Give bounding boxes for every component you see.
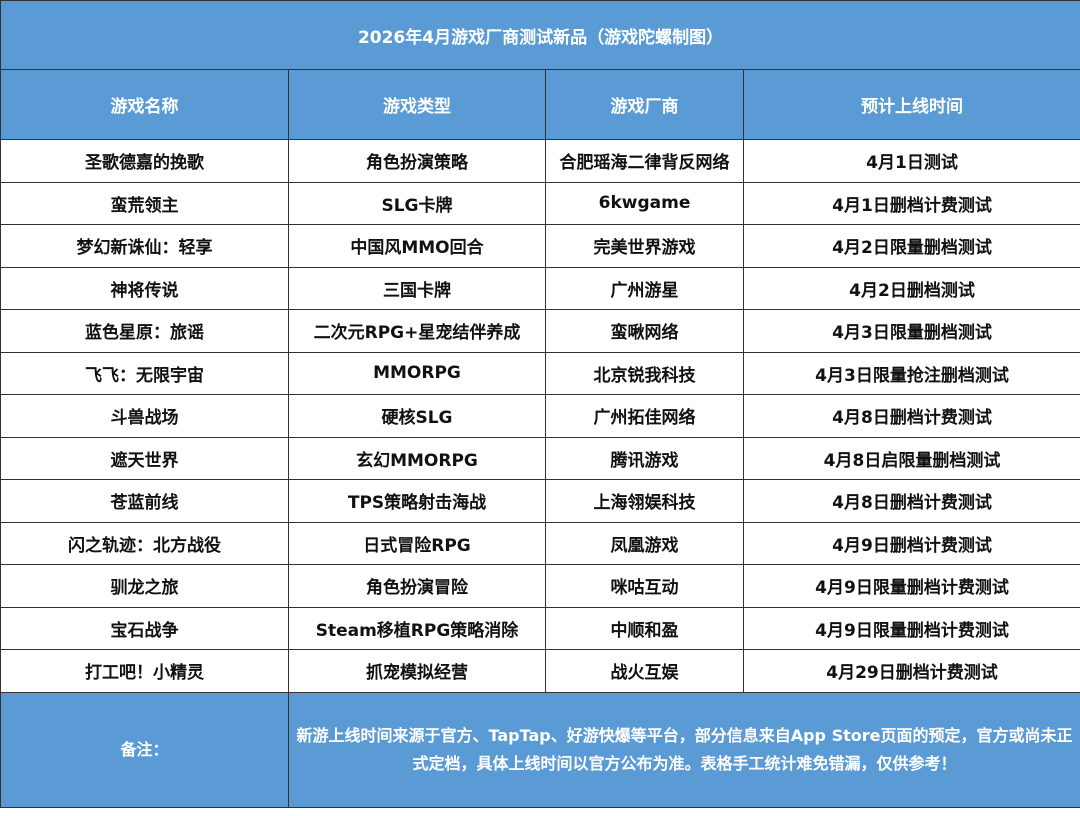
cell-game-name: 飞飞：无限宇宙 bbox=[0, 351, 289, 395]
table-row: 神将传说 三国卡牌 广州游星 4月2日删档测试 bbox=[0, 266, 1080, 310]
cell-game-name: 闪之轨迹：北方战役 bbox=[0, 521, 289, 565]
cell-game-type: 硬核SLG bbox=[288, 394, 546, 438]
cell-publisher: 广州游星 bbox=[545, 266, 744, 310]
cell-game-name: 遮天世界 bbox=[0, 436, 289, 480]
cell-launch-time: 4月9日限量删档计费测试 bbox=[742, 606, 1080, 650]
table-row: 蛮荒领主 SLG卡牌 6kwgame 4月1日删档计费测试 bbox=[0, 181, 1080, 225]
header-launch-time: 预计上线时间 bbox=[742, 69, 1080, 140]
cell-launch-time: 4月1日删档计费测试 bbox=[742, 181, 1080, 225]
cell-publisher: 中顺和盈 bbox=[545, 606, 744, 650]
cell-game-type: SLG卡牌 bbox=[288, 181, 546, 225]
header-game-type: 游戏类型 bbox=[288, 69, 546, 140]
footer-note: 新游上线时间来源于官方、TapTap、好游快爆等平台，部分信息来自App Sto… bbox=[287, 691, 1080, 808]
footer-row: 备注： 新游上线时间来源于官方、TapTap、好游快爆等平台，部分信息来自App… bbox=[0, 691, 1080, 808]
cell-game-name: 打工吧！小精灵 bbox=[0, 649, 289, 693]
table-row: 宝石战争 Steam移植RPG策略消除 中顺和盈 4月9日限量删档计费测试 bbox=[0, 606, 1080, 650]
header-publisher: 游戏厂商 bbox=[545, 69, 744, 140]
cell-game-type: 角色扮演策略 bbox=[288, 139, 546, 183]
cell-launch-time: 4月3日限量抢注删档测试 bbox=[742, 351, 1080, 395]
table-title: 2026年4月游戏厂商测试新品（游戏陀螺制图） bbox=[0, 0, 1080, 70]
table-row: 梦幻新诛仙：轻享 中国风MMO回合 完美世界游戏 4月2日限量删档测试 bbox=[0, 224, 1080, 268]
cell-publisher: 凤凰游戏 bbox=[545, 521, 744, 565]
cell-launch-time: 4月8日删档计费测试 bbox=[742, 394, 1080, 438]
table-row: 打工吧！小精灵 抓宠模拟经营 战火互娱 4月29日删档计费测试 bbox=[0, 649, 1080, 693]
cell-launch-time: 4月3日限量删档测试 bbox=[742, 309, 1080, 353]
cell-game-name: 圣歌德嘉的挽歌 bbox=[0, 139, 289, 183]
table-row: 闪之轨迹：北方战役 日式冒险RPG 凤凰游戏 4月9日删档计费测试 bbox=[0, 521, 1080, 565]
cell-launch-time: 4月8日启限量删档测试 bbox=[742, 436, 1080, 480]
header-row: 游戏名称 游戏类型 游戏厂商 预计上线时间 bbox=[0, 69, 1080, 140]
table-row: 遮天世界 玄幻MMORPG 腾讯游戏 4月8日启限量删档测试 bbox=[0, 436, 1080, 480]
cell-launch-time: 4月8日删档计费测试 bbox=[742, 479, 1080, 523]
cell-game-type: 抓宠模拟经营 bbox=[288, 649, 546, 693]
table-row: 驯龙之旅 角色扮演冒险 咪咕互动 4月9日限量删档计费测试 bbox=[0, 564, 1080, 608]
cell-game-type: 二次元RPG+星宠结伴养成 bbox=[288, 309, 546, 353]
cell-game-name: 神将传说 bbox=[0, 266, 289, 310]
cell-game-type: MMORPG bbox=[288, 351, 546, 395]
cell-launch-time: 4月1日测试 bbox=[742, 139, 1080, 183]
cell-game-name: 蓝色星原：旅谣 bbox=[0, 309, 289, 353]
cell-game-type: Steam移植RPG策略消除 bbox=[288, 606, 546, 650]
cell-game-type: 中国风MMO回合 bbox=[288, 224, 546, 268]
cell-game-name: 苍蓝前线 bbox=[0, 479, 289, 523]
cell-launch-time: 4月9日删档计费测试 bbox=[742, 521, 1080, 565]
cell-publisher: 完美世界游戏 bbox=[545, 224, 744, 268]
cell-publisher: 广州拓佳网络 bbox=[545, 394, 744, 438]
cell-launch-time: 4月2日限量删档测试 bbox=[742, 224, 1080, 268]
cell-launch-time: 4月29日删档计费测试 bbox=[742, 649, 1080, 693]
cell-publisher: 战火互娱 bbox=[545, 649, 744, 693]
cell-publisher: 咪咕互动 bbox=[545, 564, 744, 608]
table-row: 圣歌德嘉的挽歌 角色扮演策略 合肥瑶海二律背反网络 4月1日测试 bbox=[0, 139, 1080, 183]
cell-publisher: 6kwgame bbox=[545, 181, 744, 225]
footer-label: 备注： bbox=[0, 691, 289, 808]
cell-publisher: 上海翎娱科技 bbox=[545, 479, 744, 523]
cell-publisher: 北京锐我科技 bbox=[545, 351, 744, 395]
cell-game-name: 梦幻新诛仙：轻享 bbox=[0, 224, 289, 268]
cell-game-type: TPS策略射击海战 bbox=[288, 479, 546, 523]
title-row: 2026年4月游戏厂商测试新品（游戏陀螺制图） bbox=[0, 0, 1080, 70]
cell-publisher: 合肥瑶海二律背反网络 bbox=[545, 139, 744, 183]
header-game-name: 游戏名称 bbox=[0, 69, 289, 140]
cell-game-name: 蛮荒领主 bbox=[0, 181, 289, 225]
table-row: 蓝色星原：旅谣 二次元RPG+星宠结伴养成 蛮啾网络 4月3日限量删档测试 bbox=[0, 309, 1080, 353]
table-row: 飞飞：无限宇宙 MMORPG 北京锐我科技 4月3日限量抢注删档测试 bbox=[0, 351, 1080, 395]
cell-game-type: 日式冒险RPG bbox=[288, 521, 546, 565]
table-row: 苍蓝前线 TPS策略射击海战 上海翎娱科技 4月8日删档计费测试 bbox=[0, 479, 1080, 523]
cell-game-name: 驯龙之旅 bbox=[0, 564, 289, 608]
cell-game-type: 角色扮演冒险 bbox=[288, 564, 546, 608]
cell-publisher: 蛮啾网络 bbox=[545, 309, 744, 353]
cell-launch-time: 4月9日限量删档计费测试 bbox=[742, 564, 1080, 608]
table-row: 斗兽战场 硬核SLG 广州拓佳网络 4月8日删档计费测试 bbox=[0, 394, 1080, 438]
cell-game-name: 斗兽战场 bbox=[0, 394, 289, 438]
cell-game-type: 三国卡牌 bbox=[288, 266, 546, 310]
cell-publisher: 腾讯游戏 bbox=[545, 436, 744, 480]
cell-launch-time: 4月2日删档测试 bbox=[742, 266, 1080, 310]
cell-game-name: 宝石战争 bbox=[0, 606, 289, 650]
cell-game-type: 玄幻MMORPG bbox=[288, 436, 546, 480]
